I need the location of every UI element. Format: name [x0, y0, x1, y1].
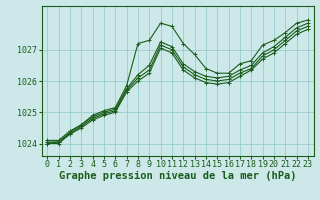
X-axis label: Graphe pression niveau de la mer (hPa): Graphe pression niveau de la mer (hPa) [59, 171, 296, 181]
